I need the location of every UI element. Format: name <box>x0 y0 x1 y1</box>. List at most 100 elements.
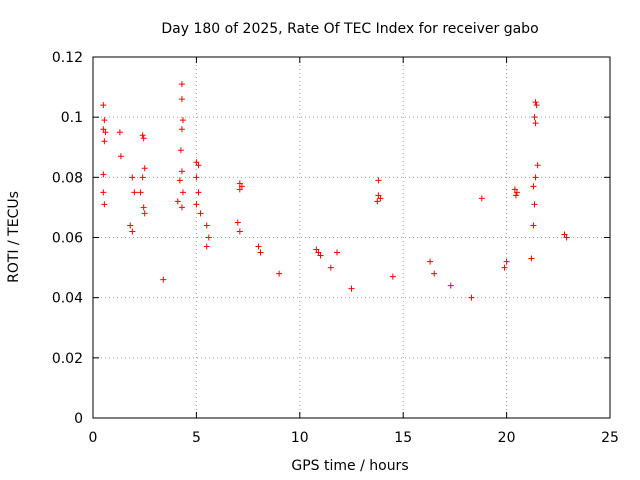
data-point <box>176 177 183 184</box>
data-point <box>100 171 107 178</box>
data-point <box>129 174 136 181</box>
data-point <box>174 198 181 205</box>
grid-lines <box>93 57 610 418</box>
x-tick-label: 25 <box>601 430 619 446</box>
chart-title: Day 180 of 2025, Rate Of TEC Index for r… <box>161 21 538 37</box>
data-point <box>533 102 540 109</box>
data-point <box>468 294 475 301</box>
data-point <box>137 189 144 196</box>
data-point <box>532 174 539 181</box>
data-point <box>375 177 382 184</box>
data-point <box>530 222 537 229</box>
y-tick-label: 0.08 <box>52 170 83 186</box>
data-point <box>101 138 108 145</box>
data-point <box>431 270 438 277</box>
data-point <box>178 168 185 175</box>
data-point <box>478 195 485 202</box>
data-point <box>129 228 136 235</box>
data-point <box>532 120 539 127</box>
data-point <box>513 189 520 196</box>
data-point <box>276 270 283 277</box>
data-point <box>317 252 324 259</box>
data-point <box>236 228 243 235</box>
y-tick-label: 0.12 <box>52 50 83 66</box>
x-tick-label: 20 <box>498 430 516 446</box>
data-point <box>530 183 537 190</box>
data-point <box>100 126 107 133</box>
data-point <box>334 249 341 256</box>
data-point <box>374 198 381 205</box>
data-point <box>531 114 538 121</box>
x-tick-label: 10 <box>291 430 309 446</box>
data-point <box>139 132 146 139</box>
x-tick-label: 0 <box>89 430 98 446</box>
axis-ticks: 0 0.02 0.04 0.06 0.08 0.1 0.12 0 5 10 15 20 25 <box>52 50 619 446</box>
data-point <box>179 117 186 124</box>
data-point <box>503 258 510 265</box>
data-point <box>255 243 262 250</box>
data-point <box>101 201 108 208</box>
data-point <box>327 264 334 271</box>
data-point <box>195 162 202 169</box>
y-tick-label: 0.1 <box>61 110 83 126</box>
y-tick-label: 0.04 <box>52 291 83 307</box>
data-point <box>203 243 210 250</box>
data-point <box>193 201 200 208</box>
data-point <box>313 246 320 253</box>
plot-frame <box>92 56 611 419</box>
data-point <box>178 204 185 211</box>
data-point <box>563 234 570 241</box>
data-point <box>561 231 568 238</box>
data-point <box>141 210 148 217</box>
data-point <box>531 201 538 208</box>
data-point <box>100 189 107 196</box>
data-point <box>236 186 243 193</box>
data-point <box>178 126 185 133</box>
data-point <box>127 222 134 229</box>
data-point <box>203 222 210 229</box>
y-axis-label: ROTI / TECUs <box>6 191 22 283</box>
data-point <box>528 255 535 262</box>
data-point <box>193 174 200 181</box>
data-point <box>178 96 185 103</box>
data-point <box>131 189 138 196</box>
data-point <box>100 102 107 109</box>
data-point <box>511 186 518 193</box>
data-point <box>193 159 200 166</box>
data-point <box>447 282 454 289</box>
data-point <box>315 249 322 256</box>
data-point <box>205 234 212 241</box>
data-point <box>139 174 146 181</box>
data-point <box>116 129 123 136</box>
data-point <box>195 189 202 196</box>
data-point <box>179 189 186 196</box>
data-point <box>177 147 184 154</box>
data-point <box>117 153 124 160</box>
data-point <box>512 192 519 199</box>
data-point <box>501 264 508 271</box>
x-tick-label: 15 <box>394 430 412 446</box>
data-point <box>375 192 382 199</box>
data-point <box>160 276 167 283</box>
data-point <box>234 219 241 226</box>
data-point <box>101 117 108 124</box>
data-point <box>377 195 384 202</box>
data-point <box>257 249 264 256</box>
y-tick-label: 0.06 <box>52 231 83 247</box>
data-point <box>534 162 541 169</box>
data-point <box>178 81 185 88</box>
data-point <box>236 180 243 187</box>
y-tick-label: 0 <box>74 411 83 427</box>
data-point <box>427 258 434 265</box>
data-point <box>348 285 355 292</box>
y-tick-label: 0.02 <box>52 351 83 367</box>
data-points <box>100 81 570 301</box>
x-tick-label: 5 <box>192 430 201 446</box>
data-point <box>389 273 396 280</box>
data-point <box>197 210 204 217</box>
data-point <box>102 129 109 136</box>
data-point <box>238 183 245 190</box>
data-point <box>140 204 147 211</box>
data-point <box>140 135 147 142</box>
